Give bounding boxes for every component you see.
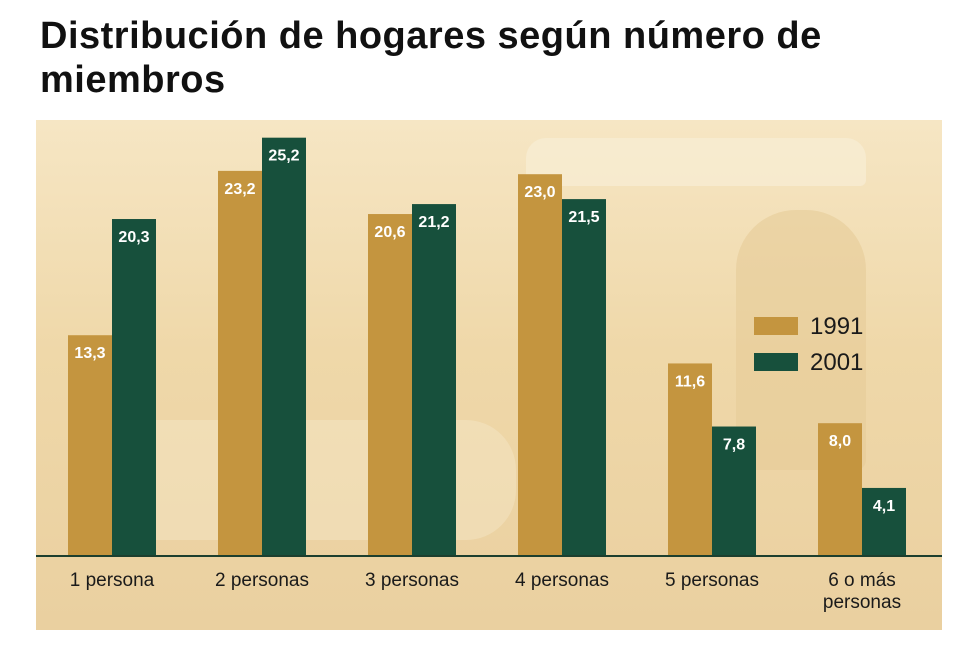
bar-2001-2-personas — [262, 137, 306, 556]
legend-label-2001: 2001 — [810, 349, 863, 376]
legend-label-1991: 1991 — [810, 313, 863, 340]
chart-title: Distribución de hogares según número de … — [40, 15, 822, 101]
legend-swatch-1991 — [754, 317, 798, 335]
data-label-2001-5-personas: 7,8 — [723, 437, 745, 454]
legend-swatch-2001 — [754, 353, 798, 371]
data-label-2001-4-personas: 21,5 — [568, 209, 599, 226]
category-label-3-personas: 3 personas — [365, 570, 459, 591]
bar-chart: 13,3 20,3 1 persona 23,2 25,2 2 personas 20,6 2… — [36, 137, 942, 613]
bar-1991-6-o-mas-personas — [818, 423, 862, 556]
category-label-1-persona: 1 persona — [70, 570, 155, 591]
bar-2001-5-personas — [712, 426, 756, 556]
data-label-1991-4-personas: 23,0 — [524, 184, 555, 201]
chart-panel: 13,3 20,3 1 persona 23,2 25,2 2 personas 20,6 2… — [36, 120, 942, 630]
bar-2001-1-persona — [112, 219, 156, 556]
bar-1991-1-persona — [68, 335, 112, 556]
bar-1991-2-personas — [218, 170, 262, 556]
bar-1991-4-personas — [518, 174, 562, 556]
bar-2001-3-personas — [412, 204, 456, 556]
data-label-1991-5-personas: 11,6 — [675, 373, 705, 390]
data-label-1991-2-personas: 23,2 — [224, 181, 255, 198]
category-label-5-personas: 5 personas — [665, 570, 759, 591]
background-canopy — [526, 138, 866, 186]
bar-2001-4-personas — [562, 199, 606, 556]
category-label-6-o-mas-personas: 6 o más personas — [823, 570, 901, 613]
data-label-2001-3-personas: 21,2 — [418, 214, 449, 231]
category-label-2-personas: 2 personas — [215, 570, 309, 591]
data-label-2001-1-persona: 20,3 — [118, 229, 149, 246]
category-label-4-personas: 4 personas — [515, 570, 609, 591]
bar-1991-5-personas — [668, 363, 712, 556]
bar-2001-6-o-mas-personas — [862, 487, 906, 556]
data-label-1991-3-personas: 20,6 — [374, 224, 405, 241]
bar-1991-3-personas — [368, 214, 412, 556]
data-label-2001-6-o-mas-personas: 4,1 — [873, 498, 895, 515]
data-label-1991-6-o-mas-personas: 8,0 — [829, 433, 851, 450]
data-label-1991-1-persona: 13,3 — [74, 345, 105, 362]
data-label-2001-2-personas: 25,2 — [268, 148, 299, 165]
